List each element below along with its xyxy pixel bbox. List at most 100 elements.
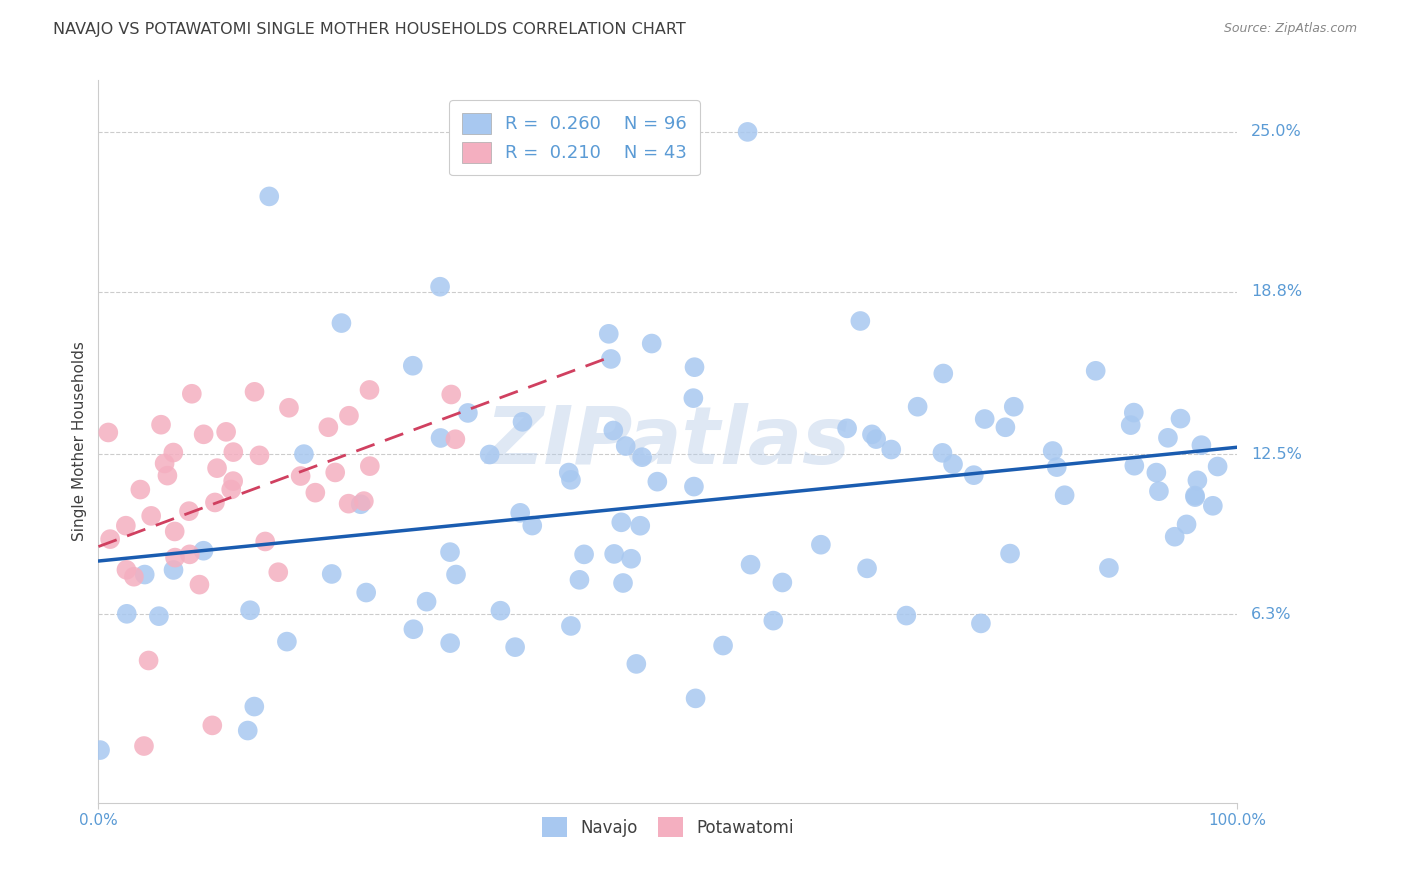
Point: [444, 567, 467, 582]
Point: [509, 506, 531, 520]
Point: [156, 468, 179, 483]
Point: [402, 359, 425, 373]
Point: [512, 415, 534, 429]
Point: [1170, 411, 1192, 425]
Point: [1042, 444, 1064, 458]
Point: [115, 607, 138, 621]
Point: [1119, 418, 1142, 433]
Point: [141, 508, 163, 523]
Point: [215, 425, 238, 439]
Point: [337, 409, 360, 423]
Point: [180, 386, 202, 401]
Point: [115, 563, 138, 577]
Point: [177, 504, 200, 518]
Point: [631, 450, 654, 465]
Point: [1157, 431, 1180, 445]
Point: [572, 547, 595, 561]
Point: [970, 616, 993, 631]
Point: [1184, 490, 1206, 504]
Point: [249, 448, 271, 462]
Point: [162, 445, 184, 459]
Point: [880, 442, 903, 457]
Point: [1123, 458, 1146, 473]
Point: [444, 432, 467, 446]
Point: [132, 739, 155, 753]
Point: [1053, 488, 1076, 502]
Point: [770, 575, 793, 590]
Point: [193, 427, 215, 442]
Point: [560, 619, 582, 633]
Text: ZIPatlas: ZIPatlas: [485, 402, 851, 481]
Point: [740, 558, 762, 572]
Point: [1184, 489, 1206, 503]
Point: [243, 699, 266, 714]
Point: [98, 532, 121, 546]
Point: [148, 609, 170, 624]
Point: [165, 550, 187, 565]
Point: [1144, 466, 1167, 480]
Point: [259, 189, 281, 203]
Point: [647, 475, 669, 489]
Text: 18.8%: 18.8%: [1251, 285, 1302, 300]
Point: [610, 516, 633, 530]
Point: [602, 424, 624, 438]
Point: [896, 608, 918, 623]
Point: [304, 485, 326, 500]
Point: [907, 400, 929, 414]
Point: [1046, 460, 1069, 475]
Point: [222, 445, 245, 459]
Point: [276, 634, 298, 648]
Point: [439, 636, 461, 650]
Point: [354, 585, 377, 599]
Point: [963, 468, 986, 483]
Point: [188, 577, 211, 591]
Point: [1147, 484, 1170, 499]
Point: [193, 543, 215, 558]
Point: [932, 367, 955, 381]
Point: [89, 743, 111, 757]
Point: [267, 565, 290, 579]
Point: [942, 457, 965, 471]
Point: [353, 494, 375, 508]
Point: [97, 425, 120, 440]
Point: [429, 279, 451, 293]
Point: [134, 567, 156, 582]
Point: [254, 534, 277, 549]
Text: 6.3%: 6.3%: [1251, 607, 1292, 622]
Point: [337, 497, 360, 511]
Point: [560, 473, 582, 487]
Text: NAVAJO VS POTAWATOMI SINGLE MOTHER HOUSEHOLDS CORRELATION CHART: NAVAJO VS POTAWATOMI SINGLE MOTHER HOUSE…: [53, 22, 686, 37]
Point: [994, 420, 1017, 434]
Point: [318, 420, 340, 434]
Point: [860, 427, 883, 442]
Point: [415, 595, 437, 609]
Point: [810, 538, 832, 552]
Point: [439, 545, 461, 559]
Legend: Navajo, Potawatomi: Navajo, Potawatomi: [534, 809, 801, 845]
Point: [762, 614, 785, 628]
Point: [503, 640, 526, 654]
Y-axis label: Single Mother Households: Single Mother Households: [72, 342, 87, 541]
Point: [292, 447, 315, 461]
Point: [856, 561, 879, 575]
Point: [153, 457, 176, 471]
Point: [1122, 406, 1144, 420]
Point: [612, 576, 634, 591]
Point: [683, 479, 706, 493]
Point: [115, 518, 138, 533]
Text: 12.5%: 12.5%: [1251, 447, 1302, 462]
Point: [1002, 400, 1025, 414]
Point: [626, 657, 648, 671]
Point: [278, 401, 301, 415]
Point: [1175, 517, 1198, 532]
Point: [711, 639, 734, 653]
Point: [600, 351, 623, 366]
Text: Source: ZipAtlas.com: Source: ZipAtlas.com: [1223, 22, 1357, 36]
Point: [204, 495, 226, 509]
Point: [682, 391, 704, 405]
Point: [558, 466, 581, 480]
Point: [359, 383, 381, 397]
Point: [129, 483, 152, 497]
Point: [683, 360, 706, 375]
Point: [162, 563, 184, 577]
